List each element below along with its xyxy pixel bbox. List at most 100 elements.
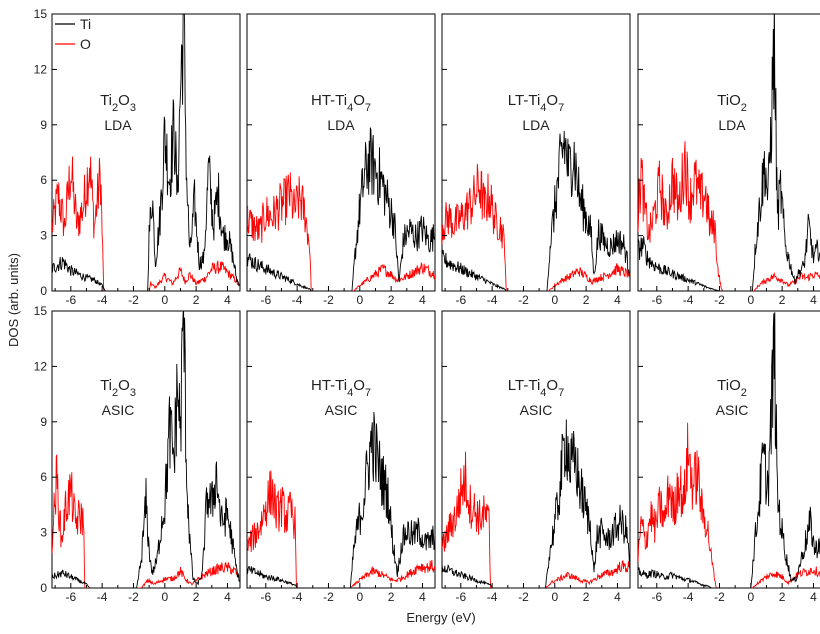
panel-frame [51, 13, 241, 292]
y-tick-label: 12 [34, 62, 48, 76]
panel-1: -6 -4 -2 0 2 4 0 3 6 9 12 15 Ti2O3 LDA [34, 7, 241, 307]
panel-method-label: ASIC [325, 402, 358, 418]
x-tick-label: 2 [193, 590, 200, 604]
series-o-line [52, 454, 240, 588]
x-tick-label: 4 [419, 293, 426, 307]
x-tick-label: -2 [714, 590, 725, 604]
y-tick-label: 15 [34, 304, 48, 318]
x-tick-label: -6 [651, 293, 662, 307]
x-tick-label: 0 [551, 590, 558, 604]
y-tick-label: 15 [34, 7, 48, 21]
x-tick-label: -6 [260, 590, 271, 604]
x-tick-label: -6 [65, 590, 76, 604]
x-tick-label: 4 [810, 293, 817, 307]
panel-frame [246, 13, 436, 292]
x-tick-label: 2 [779, 293, 786, 307]
panel-3: -6 -4 -2 0 2 4 LT-Ti4O7 LDA [441, 13, 631, 307]
series-o-line [52, 156, 240, 291]
x-tick-label: -2 [323, 293, 334, 307]
series-o-line [638, 141, 820, 291]
x-tick-label: -2 [128, 590, 139, 604]
panel-method-label: ASIC [520, 402, 553, 418]
x-tick-label: -4 [97, 293, 108, 307]
y-tick-label: 0 [40, 581, 47, 595]
panel-frame [441, 13, 631, 292]
y-tick-label: 9 [40, 415, 47, 429]
y-tick-label: 6 [40, 470, 47, 484]
panel-8: -6 -4 -2 0 2 4 TiO2 ASIC [637, 310, 820, 604]
x-tick-label: -4 [487, 293, 498, 307]
x-tick-label: 0 [551, 293, 558, 307]
x-tick-label: 2 [388, 590, 395, 604]
series-ti-line [52, 311, 240, 588]
x-tick-label: 0 [356, 293, 363, 307]
panel-method-label: LDA [718, 117, 746, 133]
series-ti-line [638, 14, 820, 291]
series-ti-line [52, 14, 240, 291]
series-o-line [442, 163, 630, 291]
y-tick-label: 3 [40, 229, 47, 243]
panel-compound-label: LT-Ti4O7 [508, 92, 564, 114]
x-tick-label: 0 [747, 590, 754, 604]
x-tick-label: 0 [161, 293, 168, 307]
panel-frame [246, 310, 436, 589]
series-ti-line [442, 130, 630, 291]
panel-compound-label: LT-Ti4O7 [508, 377, 564, 399]
series-o-line [247, 172, 435, 291]
panel-4: -6 -4 -2 0 2 4 TiO2 LDA [637, 13, 820, 307]
x-tick-label: -2 [518, 293, 529, 307]
panel-5: -6 -4 -2 0 2 4 0 3 6 9 12 15 Ti2O3 ASIC [34, 304, 241, 604]
x-tick-label: -4 [97, 590, 108, 604]
x-tick-label: 0 [356, 590, 363, 604]
panel-frame [637, 310, 820, 589]
panel-method-label: ASIC [716, 402, 749, 418]
x-tick-label: -6 [455, 293, 466, 307]
y-axis-title: DOS (arb. units) [6, 253, 21, 347]
series-ti-line [442, 419, 630, 588]
series-ti-line [638, 312, 820, 588]
x-tick-label: -6 [260, 293, 271, 307]
panel-method-label: LDA [327, 117, 355, 133]
panel-frame [441, 310, 631, 589]
x-tick-label: 4 [224, 590, 231, 604]
series-ti-line [247, 127, 435, 291]
y-tick-label: 9 [40, 118, 47, 132]
x-tick-label: -4 [292, 590, 303, 604]
x-tick-label: 2 [583, 590, 590, 604]
x-tick-label: 4 [614, 590, 621, 604]
x-tick-label: 2 [193, 293, 200, 307]
x-tick-label: -2 [518, 590, 529, 604]
x-tick-label: -6 [455, 590, 466, 604]
panel-frame [51, 310, 241, 589]
x-tick-label: -4 [683, 590, 694, 604]
panel-7: -6 -4 -2 0 2 4 LT-Ti4O7 ASIC [441, 310, 631, 604]
x-tick-label: -6 [651, 590, 662, 604]
y-tick-label: 0 [40, 284, 47, 298]
x-tick-label: 0 [161, 590, 168, 604]
y-tick-label: 3 [40, 526, 47, 540]
series-ti-line [247, 411, 435, 588]
panel-compound-label: HT-Ti4O7 [311, 92, 371, 114]
x-tick-label: 0 [747, 293, 754, 307]
x-tick-label: 4 [810, 590, 817, 604]
panel-method-label: ASIC [102, 402, 135, 418]
x-tick-label: -2 [323, 590, 334, 604]
panel-6: -6 -4 -2 0 2 4 HT-Ti4O7 ASIC [246, 310, 436, 604]
panel-frame [637, 13, 820, 292]
x-tick-label: 4 [419, 590, 426, 604]
legend-label-ti: Ti [80, 16, 91, 32]
panel-compound-label: TiO2 [717, 377, 747, 399]
x-tick-label: 2 [583, 293, 590, 307]
x-tick-label: 2 [388, 293, 395, 307]
panel-compound-label: Ti2O3 [100, 92, 136, 114]
panel-method-label: LDA [522, 117, 550, 133]
x-tick-label: -4 [487, 590, 498, 604]
x-tick-label: 4 [614, 293, 621, 307]
x-tick-label: -2 [714, 293, 725, 307]
y-tick-label: 6 [40, 173, 47, 187]
panel-compound-label: Ti2O3 [100, 377, 136, 399]
y-tick-label: 12 [34, 359, 48, 373]
series-o-line [247, 470, 435, 588]
series-o-line [442, 451, 630, 588]
